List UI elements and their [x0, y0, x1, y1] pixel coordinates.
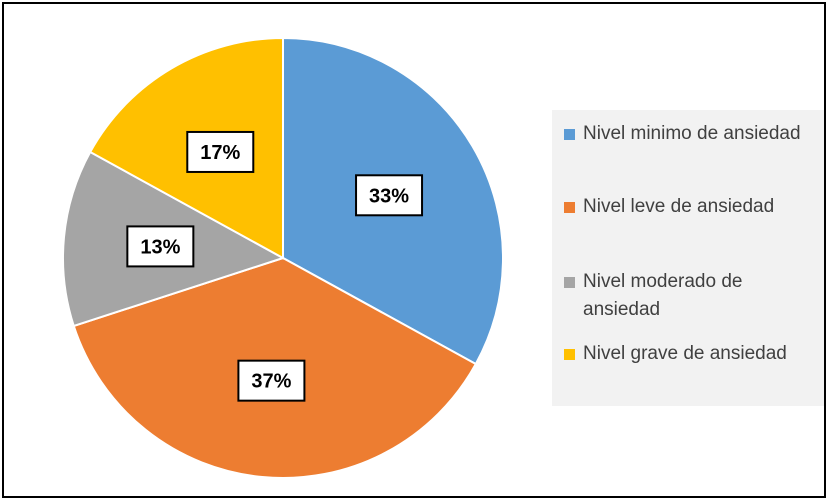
data-label-box-moderado	[126, 225, 195, 268]
data-label-box-grave	[186, 130, 255, 173]
data-label-leve: 37%	[251, 371, 291, 393]
legend-swatch-leve	[564, 202, 575, 213]
chart-legend: Nivel minimo de ansiedad Nivel leve de a…	[552, 110, 824, 406]
legend-swatch-minimo	[564, 129, 575, 140]
data-label-grave: 17%	[200, 142, 240, 164]
data-label-box-minimo	[355, 174, 424, 217]
legend-label-grave: Nivel grave de ansiedad	[583, 343, 787, 364]
legend-item-grave: Nivel grave de ansiedad	[564, 340, 822, 368]
data-label-moderado: 13%	[140, 236, 180, 258]
legend-item-moderado: Nivel moderado de ansiedad	[564, 268, 822, 324]
legend-swatch-moderado	[564, 277, 575, 288]
legend-swatch-grave	[564, 349, 575, 360]
legend-item-leve: Nivel leve de ansiedad	[564, 193, 822, 221]
data-label-box-leve	[237, 359, 306, 402]
legend-label-leve: Nivel leve de ansiedad	[583, 196, 775, 217]
legend-label-minimo: Nivel minimo de ansiedad	[583, 123, 801, 144]
data-label-minimo: 33%	[369, 185, 409, 207]
legend-label-moderado: Nivel moderado de ansiedad	[583, 271, 743, 320]
legend-item-minimo: Nivel minimo de ansiedad	[564, 120, 822, 148]
